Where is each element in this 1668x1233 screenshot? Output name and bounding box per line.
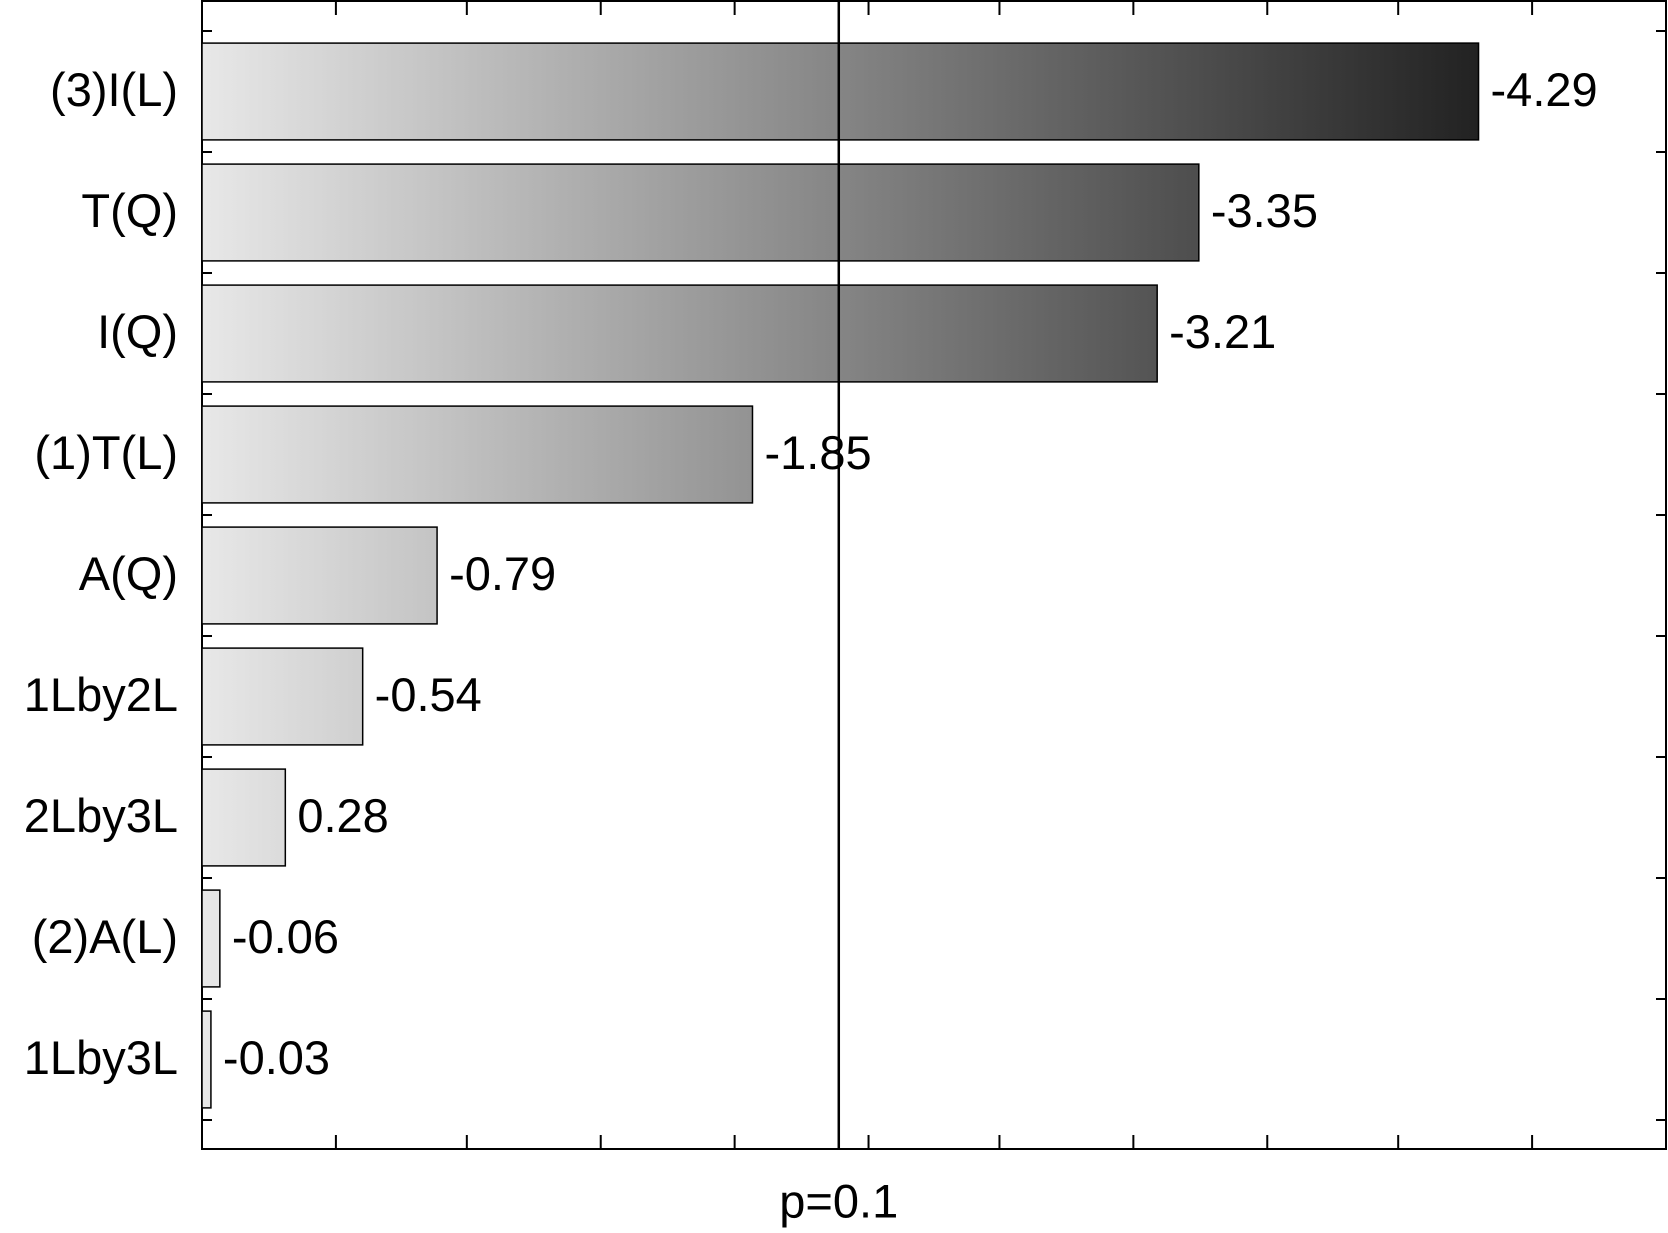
bar bbox=[201, 647, 364, 746]
value-label: -0.03 bbox=[223, 1031, 330, 1084]
reference-label: p=0.1 bbox=[779, 1174, 898, 1227]
y-tick-label: (2)A(L) bbox=[32, 910, 178, 963]
y-tick-label: (3)I(L) bbox=[50, 63, 178, 116]
y-tick-label: 2Lby3L bbox=[24, 789, 178, 842]
value-label: 0.28 bbox=[297, 789, 388, 842]
y-tick-label: 1Lby2L bbox=[24, 668, 178, 721]
bar bbox=[201, 163, 1200, 262]
y-tick-label: T(Q) bbox=[81, 184, 178, 237]
y-tick-label: A(Q) bbox=[79, 547, 178, 600]
y-tick-label: I(Q) bbox=[97, 305, 178, 358]
bar bbox=[201, 526, 438, 625]
value-label: -3.35 bbox=[1211, 184, 1318, 237]
value-label: -1.85 bbox=[764, 426, 871, 479]
value-label: -4.29 bbox=[1491, 63, 1598, 116]
value-label: -0.79 bbox=[449, 547, 556, 600]
value-label: -0.06 bbox=[232, 910, 339, 963]
y-tick-label: (1)T(L) bbox=[34, 426, 178, 479]
bar bbox=[201, 889, 221, 988]
value-label: -3.21 bbox=[1169, 305, 1276, 358]
bar bbox=[201, 405, 754, 504]
bar bbox=[201, 768, 287, 867]
bar bbox=[201, 1010, 212, 1109]
value-label: -0.54 bbox=[375, 668, 482, 721]
bar bbox=[201, 42, 1480, 141]
bar bbox=[201, 284, 1158, 383]
y-tick-label: 1Lby3L bbox=[24, 1031, 178, 1084]
